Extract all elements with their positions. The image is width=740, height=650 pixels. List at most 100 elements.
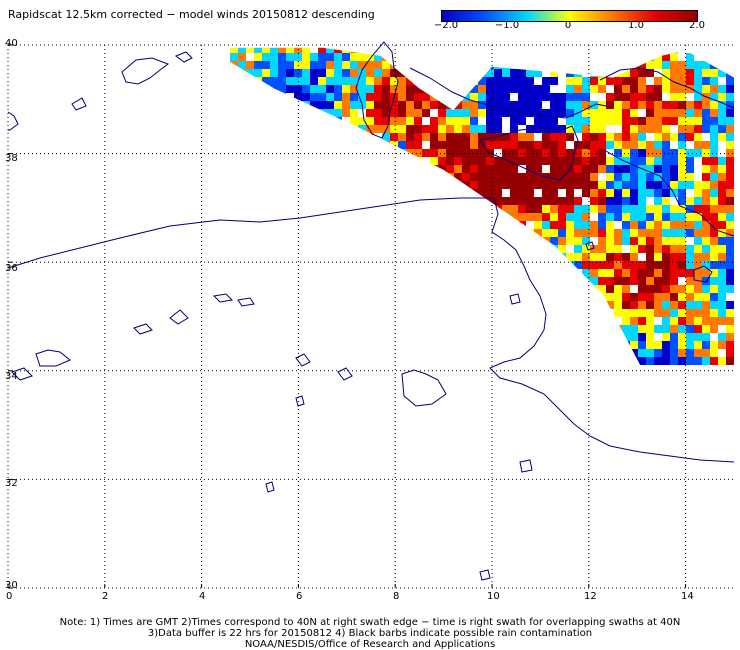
swath-cell [414,61,422,69]
swath-cell [406,269,414,277]
swath-cell [310,301,318,309]
swath-cell [406,101,414,109]
swath-cell [710,165,718,173]
swath-cell [302,133,310,141]
swath-cell [558,101,566,109]
swath-cell [614,165,622,173]
swath-cell [638,141,646,149]
swath-cell [454,85,462,93]
swath-cell [302,93,310,101]
swath-cell [326,69,334,77]
swath-cell [678,93,686,101]
swath-cell [326,47,334,53]
swath-cell [494,47,502,53]
swath-cell [430,141,438,149]
swath-cell [494,141,502,149]
swath-cell [374,293,382,301]
swath-cell [502,157,510,165]
swath-cell [550,221,558,229]
swath-cell [550,53,558,61]
swath-cell [462,333,470,341]
swath-cell [446,293,454,301]
map-title: Rapidscat 12.5km corrected − model winds… [8,8,375,21]
swath-cell [574,85,582,93]
swath-cell [550,101,558,109]
swath-cell [326,85,334,93]
swath-cell [542,133,550,141]
swath-cell [614,141,622,149]
swath-cell [438,285,446,293]
swath-cell [366,229,374,237]
swath-cell [238,101,246,109]
swath-cell [262,125,270,133]
swath-cell [654,125,662,133]
swath-cell [694,341,702,349]
swath-cell [686,109,694,117]
swath-cell [262,317,270,325]
swath-cell [614,173,622,181]
swath-cell [422,85,430,93]
swath-cell [350,341,358,349]
swath-cell [470,213,478,221]
swath-cell [566,109,574,117]
swath-cell [710,69,718,77]
swath-cell [446,173,454,181]
swath-cell [446,237,454,245]
swath-cell [398,133,406,141]
swath-cell [486,109,494,117]
swath-cell [246,125,254,133]
swath-cell [406,301,414,309]
swath-cell [270,237,278,245]
swath-cell [382,109,390,117]
colorbar [441,10,698,22]
swath-cell [566,189,574,197]
swath-cell [398,69,406,77]
swath-cell [262,325,270,333]
swath-cell [302,341,310,349]
swath-cell [582,189,590,197]
swath-cell [366,109,374,117]
swath-cell [494,245,502,253]
swath-cell [558,205,566,213]
swath-cell [462,245,470,253]
swath-cell [646,157,654,165]
swath-cell [286,333,294,341]
swath-cell [598,165,606,173]
swath-cell [646,93,654,101]
swath-cell [270,325,278,333]
swath-cell [310,133,318,141]
swath-cell [334,197,342,205]
swath-cell [614,109,622,117]
swath-cell [534,221,542,229]
swath-cell [350,349,358,357]
swath-cell [254,77,262,85]
swath-cell [430,69,438,77]
swath-cell [710,149,718,157]
swath-cell [334,133,342,141]
swath-cell [278,309,286,317]
swath-cell [670,213,678,221]
swath-cell [454,149,462,157]
swath-cell [478,325,486,333]
wind-difference-swath [230,47,734,365]
swath-cell [542,229,550,237]
swath-cell [638,357,646,365]
swath-cell [398,229,406,237]
swath-cell [422,189,430,197]
coastline-greece [693,265,713,283]
swath-cell [286,47,294,53]
swath-cell [254,269,262,277]
swath-cell [398,245,406,253]
swath-cell [430,277,438,285]
swath-cell [446,125,454,133]
swath-cell [622,181,630,189]
swath-cell [694,141,702,149]
swath-cell [702,117,710,125]
swath-cell [230,197,238,205]
swath-cell [358,221,366,229]
swath-cell [366,341,374,349]
swath-cell [726,189,734,197]
swath-cell [526,197,534,205]
swath-cell [238,173,246,181]
swath-cell [302,197,310,205]
